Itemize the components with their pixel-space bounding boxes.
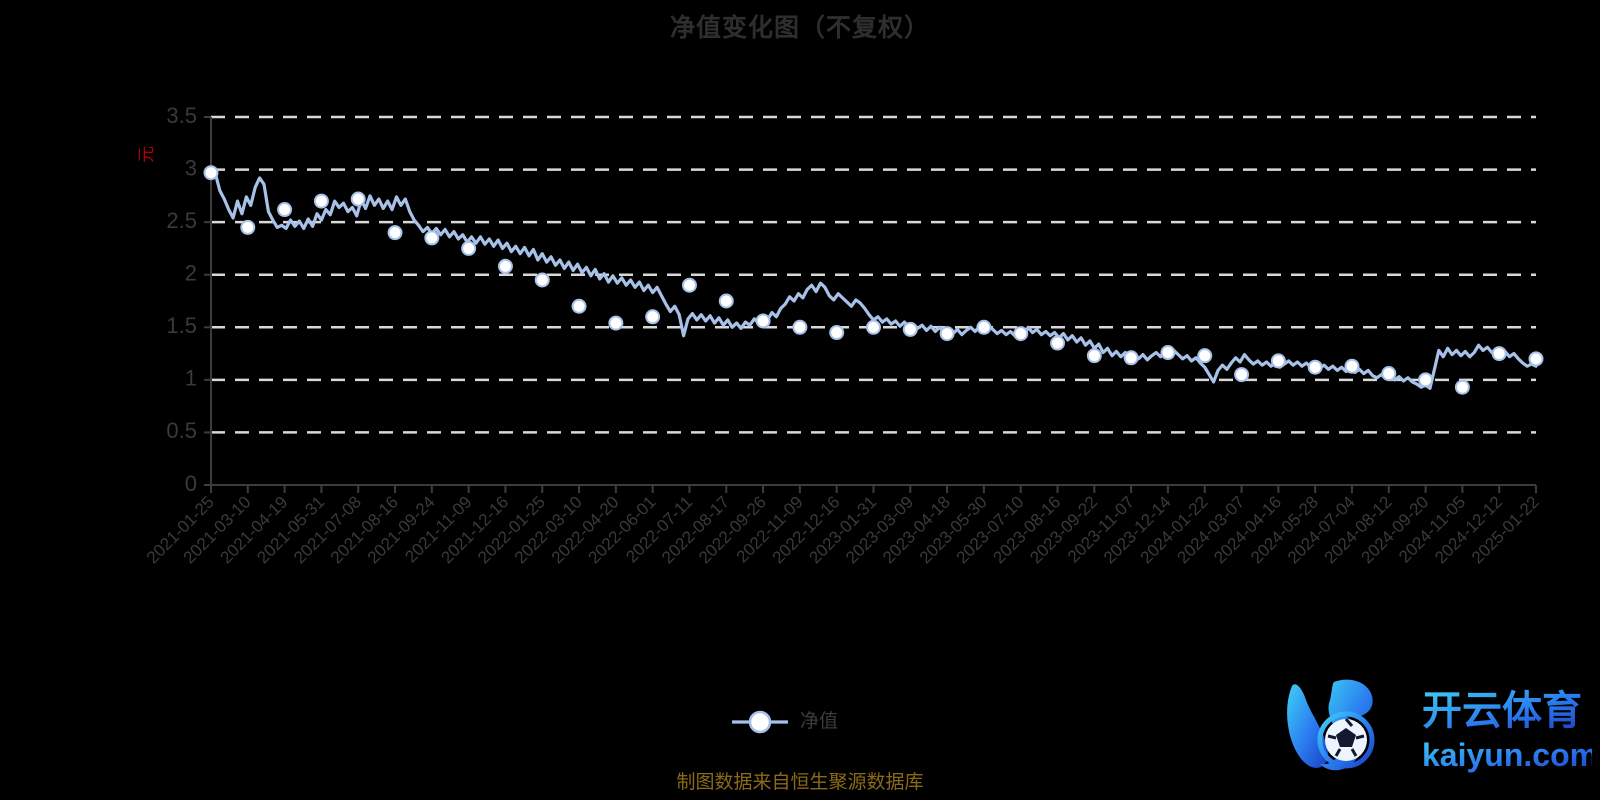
page-title: 净值变化图（不复权） — [669, 14, 930, 42]
y-tick-label: 2.5 — [166, 208, 197, 233]
data-point-marker[interactable] — [1491, 346, 1507, 362]
data-point-marker[interactable] — [902, 321, 918, 337]
chart-legend: 净值 — [732, 710, 838, 734]
series-polyline-net-value — [209, 171, 1538, 390]
y-axis-unit: 元 — [137, 146, 156, 163]
y-tick-label: 0 — [185, 471, 197, 496]
y-tick-label: 1 — [185, 366, 197, 391]
data-point-marker[interactable] — [1418, 372, 1434, 388]
data-point-marker[interactable] — [755, 313, 771, 329]
data-source-note: 制图数据来自恒生聚源数据库 — [676, 772, 924, 793]
data-point-marker[interactable] — [1270, 353, 1286, 369]
data-point-marker[interactable] — [534, 272, 550, 288]
data-point-marker[interactable] — [1234, 367, 1250, 383]
x-axis — [210, 484, 1537, 493]
data-point-marker[interactable] — [203, 165, 219, 181]
y-tick-label: 3.5 — [166, 103, 197, 128]
data-point-marker[interactable] — [1160, 345, 1176, 361]
data-point-marker[interactable] — [681, 277, 697, 293]
y-tick-label: 3 — [185, 155, 197, 180]
data-point-marker[interactable] — [1454, 379, 1470, 395]
y-tick-label: 0.5 — [166, 418, 197, 443]
data-point-marker[interactable] — [387, 225, 403, 241]
legend-label-net-value[interactable]: 净值 — [800, 710, 838, 732]
data-point-marker[interactable] — [829, 325, 845, 341]
x-tick-labels: 2021-01-252021-03-102021-04-192021-05-31… — [143, 492, 1543, 567]
data-point-marker[interactable] — [1050, 335, 1066, 351]
data-series-line — [209, 171, 1538, 390]
data-point-marker[interactable] — [571, 298, 587, 314]
legend-marker-icon — [748, 710, 772, 734]
data-point-marker[interactable] — [1086, 348, 1102, 364]
data-point-marker[interactable] — [1197, 348, 1213, 364]
data-point-marker[interactable] — [1123, 350, 1139, 366]
data-point-marker[interactable] — [976, 319, 992, 335]
data-point-marker[interactable] — [718, 293, 734, 309]
data-point-marker[interactable] — [1528, 351, 1544, 367]
data-point-marker[interactable] — [1307, 359, 1323, 375]
data-point-marker[interactable] — [497, 258, 513, 274]
data-point-marker[interactable] — [792, 319, 808, 335]
y-tick-labels: 0 0.5 1 1.5 2 2.5 3 3.5 — [166, 103, 197, 496]
data-point-marker[interactable] — [645, 309, 661, 325]
data-point-marker[interactable] — [1013, 326, 1029, 342]
y-tick-label: 1.5 — [166, 313, 197, 338]
data-point-markers — [203, 165, 1544, 395]
y-axis-unit-label: 元 — [137, 146, 156, 163]
grid-lines — [211, 115, 1536, 434]
data-point-marker[interactable] — [277, 202, 293, 218]
data-point-marker[interactable] — [313, 193, 329, 209]
data-point-marker[interactable] — [1381, 366, 1397, 382]
data-point-marker[interactable] — [1344, 358, 1360, 374]
data-point-marker[interactable] — [461, 240, 477, 256]
data-point-marker[interactable] — [939, 326, 955, 342]
y-tick-label: 2 — [185, 261, 197, 286]
data-point-marker[interactable] — [424, 230, 440, 246]
data-point-marker[interactable] — [350, 191, 366, 207]
data-point-marker[interactable] — [240, 219, 256, 235]
data-point-marker[interactable] — [866, 319, 881, 335]
data-point-marker[interactable] — [608, 315, 624, 331]
